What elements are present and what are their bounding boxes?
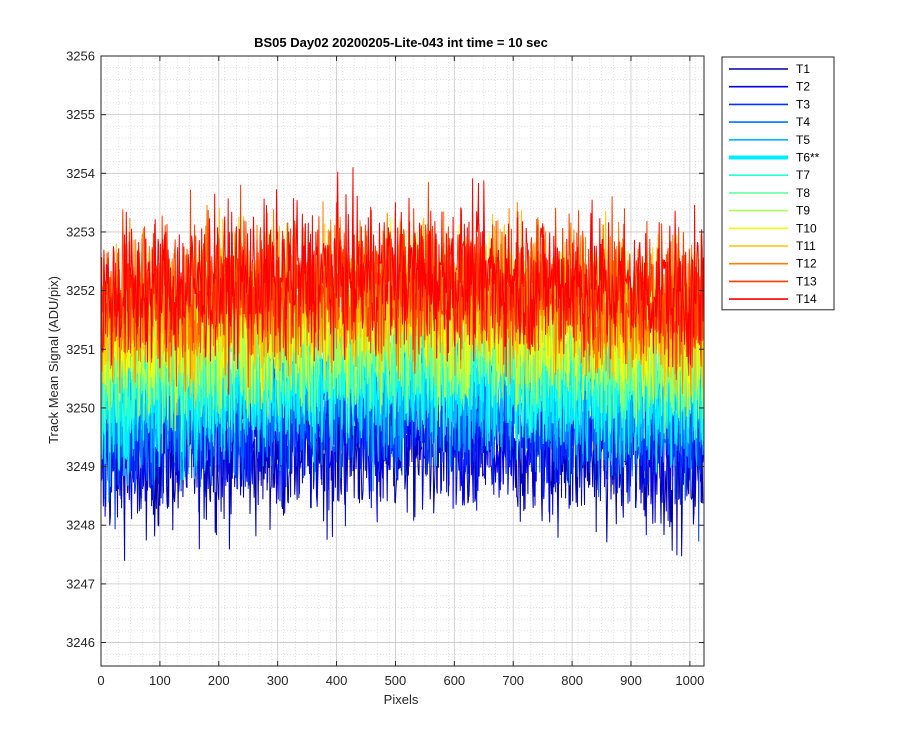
x-tick-label: 800 bbox=[561, 673, 583, 688]
x-tick-label: 700 bbox=[502, 673, 524, 688]
x-tick-label: 900 bbox=[620, 673, 642, 688]
legend-label: T2 bbox=[796, 80, 810, 94]
legend-label: T14 bbox=[796, 292, 817, 306]
legend-label: T3 bbox=[796, 97, 810, 111]
legend-label: T10 bbox=[796, 221, 817, 235]
y-tick-label: 3256 bbox=[66, 49, 95, 64]
x-axis-label: Pixels bbox=[384, 692, 419, 707]
legend-label: T4 bbox=[796, 115, 810, 129]
legend-label: T1 bbox=[796, 62, 810, 76]
legend-label: T11 bbox=[796, 239, 816, 253]
x-tick-label: 600 bbox=[443, 673, 465, 688]
legend-label: T13 bbox=[796, 274, 817, 288]
x-tick-label: 400 bbox=[326, 673, 348, 688]
y-tick-label: 3248 bbox=[66, 518, 95, 533]
legend: T1 T2 T3 T4 T5 T6** T7 T8 T9 T10 T11 T12 T13 T14 bbox=[721, 56, 835, 311]
y-axis-label: Track Mean Signal (ADU/pix) bbox=[46, 276, 61, 444]
legend-label: T9 bbox=[796, 204, 810, 218]
x-tick-label: 500 bbox=[385, 673, 407, 688]
y-tick-label: 3247 bbox=[66, 576, 95, 591]
legend-label: T6** bbox=[796, 151, 820, 165]
legend-label: T8 bbox=[796, 186, 810, 200]
x-tick-label: 300 bbox=[267, 673, 289, 688]
plot-frame bbox=[100, 55, 705, 667]
x-tick-label: 200 bbox=[208, 673, 230, 688]
y-tick-label: 3251 bbox=[66, 342, 95, 357]
y-tick-label: 3250 bbox=[66, 400, 95, 415]
plot-lines bbox=[101, 167, 704, 561]
x-tick-label: 0 bbox=[97, 673, 104, 688]
legend-box bbox=[721, 56, 835, 311]
legend-label: T7 bbox=[796, 168, 810, 182]
axes-ticks: 0 100 200 300 400 500 600 700 800 900 1000 3246 3247… bbox=[66, 49, 704, 689]
y-tick-label: 3252 bbox=[66, 283, 95, 298]
legend-label: T12 bbox=[796, 257, 817, 271]
series-line-T5 bbox=[101, 283, 704, 503]
y-tick-label: 3255 bbox=[66, 107, 95, 122]
y-tick-label: 3246 bbox=[66, 635, 95, 650]
y-tick-label: 3254 bbox=[66, 166, 95, 181]
x-tick-label: 100 bbox=[149, 673, 171, 688]
series-line-T14 bbox=[101, 167, 704, 395]
chart-title: BS05 Day02 20200205-Lite-043 int time = … bbox=[254, 35, 548, 50]
x-tick-label: 1000 bbox=[675, 673, 704, 688]
y-tick-label: 3249 bbox=[66, 459, 95, 474]
y-tick-label: 3253 bbox=[66, 224, 95, 239]
legend-label: T5 bbox=[796, 133, 810, 147]
